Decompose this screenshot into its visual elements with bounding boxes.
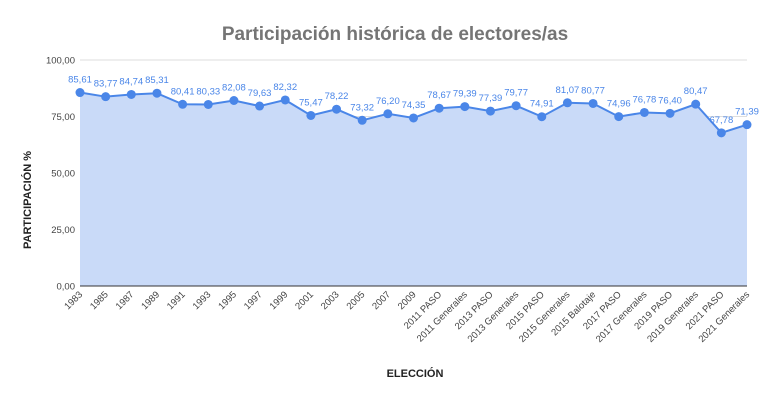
data-label: 82,32: [273, 82, 297, 93]
data-point: [614, 112, 624, 122]
data-point: [409, 113, 418, 123]
data-point: [306, 110, 316, 120]
data-point: [178, 99, 188, 109]
data-label: 83,77: [94, 79, 118, 90]
y-tick-label: 0,00: [57, 282, 76, 293]
data-label: 76,20: [376, 96, 400, 107]
y-tick-label: 25,00: [51, 225, 75, 236]
x-tick-label: 1999: [268, 289, 291, 312]
data-label: 74,35: [402, 100, 426, 111]
chart-title: Participación histórica de electores/as: [222, 24, 568, 45]
data-label: 78,22: [325, 91, 349, 102]
data-point: [742, 120, 752, 130]
data-point: [383, 109, 393, 119]
data-point: [357, 115, 367, 125]
data-label: 75,47: [299, 97, 323, 108]
y-axis-ticks: 0,00 25,00 50,00 75,00 100,00: [46, 56, 75, 293]
data-label: 85,31: [145, 75, 169, 86]
data-label: 76,40: [658, 95, 682, 106]
x-tick-label: 2001: [293, 289, 316, 312]
data-point: [434, 103, 444, 113]
data-point: [716, 128, 726, 138]
data-label: 81,07: [556, 85, 580, 96]
data-point: [75, 88, 85, 98]
data-label: 74,96: [607, 99, 631, 110]
data-point: [588, 98, 598, 108]
data-label: 80,41: [171, 86, 195, 97]
data-label: 67,78: [709, 115, 733, 126]
data-label: 79,77: [504, 88, 528, 99]
data-points: [75, 88, 752, 138]
data-label: 76,78: [632, 94, 656, 105]
data-label: 78,67: [427, 90, 451, 101]
x-tick-label: 1993: [191, 289, 214, 312]
data-label: 80,77: [581, 85, 605, 96]
data-label: 82,08: [222, 82, 246, 93]
data-point: [691, 99, 701, 109]
y-tick-label: 100,00: [46, 56, 75, 67]
y-axis-title: PARTICIPACIÓN %: [21, 151, 34, 249]
data-label: 80,47: [684, 86, 708, 97]
data-label: 85,61: [68, 75, 92, 86]
data-label: 73,32: [350, 102, 374, 113]
data-point: [126, 89, 136, 99]
x-tick-label: 1985: [88, 289, 111, 312]
x-tick-label: 2005: [345, 289, 368, 312]
x-tick-label: 2009: [396, 289, 419, 312]
y-tick-label: 50,00: [51, 169, 75, 180]
data-point: [229, 95, 239, 105]
x-axis-title: ELECCIÓN: [387, 367, 444, 380]
data-label: 79,39: [453, 89, 477, 100]
data-point: [152, 88, 162, 98]
data-label: 74,91: [530, 99, 554, 110]
data-point: [485, 106, 495, 116]
series-area: [80, 92, 747, 287]
data-point: [255, 101, 265, 111]
x-tick-label: 1987: [114, 289, 137, 312]
data-point: [332, 104, 342, 114]
data-point: [203, 99, 213, 109]
x-tick-label: 1983: [62, 289, 85, 312]
data-point: [101, 92, 111, 102]
x-tick-label: 2003: [319, 289, 342, 312]
x-tick-label: 1997: [242, 289, 265, 312]
data-point: [639, 107, 649, 117]
x-tick-label: 1991: [165, 289, 188, 312]
data-point: [562, 98, 572, 108]
x-tick-label: 1989: [139, 289, 162, 312]
data-label: 80,33: [196, 86, 220, 97]
data-point: [537, 112, 547, 122]
data-label: 84,74: [119, 76, 143, 87]
data-point: [511, 101, 521, 111]
x-tick-label: 1995: [216, 289, 239, 312]
y-tick-label: 75,00: [51, 112, 75, 123]
data-label: 71,39: [735, 107, 759, 118]
data-label: 77,39: [479, 93, 503, 104]
data-point: [460, 102, 470, 112]
x-tick-label: 2007: [370, 289, 393, 312]
data-label: 79,63: [248, 88, 272, 99]
x-axis-ticks: 1983 1985 1987 1989 1991 1993 1995 1997 1999 2001…: [62, 289, 752, 345]
data-point: [280, 95, 290, 105]
data-point: [665, 108, 675, 118]
